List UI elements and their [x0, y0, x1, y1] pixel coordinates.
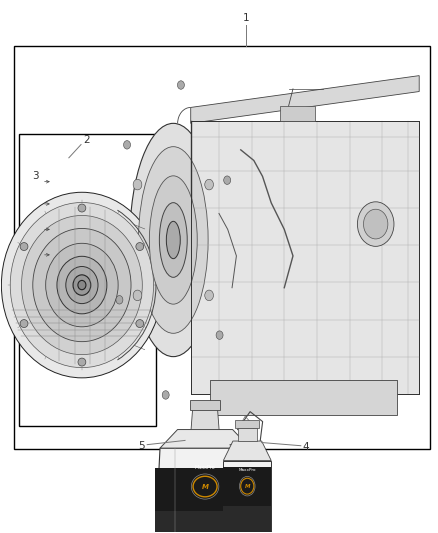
Bar	[155, 511, 255, 533]
Ellipse shape	[46, 243, 118, 327]
Bar	[155, 468, 255, 511]
Circle shape	[205, 290, 213, 301]
Circle shape	[364, 209, 388, 239]
Ellipse shape	[166, 221, 180, 259]
Ellipse shape	[130, 123, 217, 357]
Circle shape	[177, 81, 184, 89]
Text: 3: 3	[32, 172, 39, 181]
Ellipse shape	[191, 474, 219, 499]
Bar	[14, 46, 430, 449]
Text: M: M	[201, 483, 208, 489]
Ellipse shape	[241, 478, 254, 494]
Circle shape	[133, 290, 142, 301]
Ellipse shape	[136, 320, 144, 328]
Ellipse shape	[21, 215, 142, 354]
Ellipse shape	[73, 275, 91, 295]
Text: MaxxPro: MaxxPro	[195, 465, 215, 471]
Ellipse shape	[159, 203, 187, 277]
Ellipse shape	[138, 147, 208, 333]
Bar	[223, 467, 271, 506]
Text: MaxxPro: MaxxPro	[239, 468, 256, 472]
Text: M: M	[244, 483, 250, 489]
Polygon shape	[191, 76, 419, 123]
Bar	[19, 134, 156, 425]
Text: 1: 1	[243, 13, 250, 23]
Circle shape	[172, 278, 187, 297]
Bar	[167, 266, 193, 309]
Ellipse shape	[66, 266, 98, 304]
Polygon shape	[155, 448, 255, 533]
Polygon shape	[191, 410, 219, 430]
Circle shape	[133, 179, 142, 190]
Bar	[223, 461, 271, 533]
Text: 2: 2	[83, 135, 89, 146]
Circle shape	[216, 331, 223, 340]
Ellipse shape	[33, 229, 131, 342]
Ellipse shape	[20, 243, 28, 251]
Ellipse shape	[240, 477, 255, 496]
Ellipse shape	[78, 358, 86, 366]
Circle shape	[162, 391, 169, 399]
Polygon shape	[160, 430, 250, 448]
Ellipse shape	[193, 477, 217, 497]
Circle shape	[224, 176, 231, 184]
Ellipse shape	[136, 243, 144, 251]
Text: 4: 4	[303, 442, 309, 452]
Bar	[223, 506, 271, 533]
Bar	[280, 106, 315, 120]
Ellipse shape	[20, 320, 28, 328]
Bar	[235, 421, 259, 427]
Text: 5: 5	[138, 441, 145, 451]
Circle shape	[124, 141, 131, 149]
Polygon shape	[223, 441, 271, 461]
Ellipse shape	[78, 280, 86, 290]
Bar	[238, 427, 257, 441]
Ellipse shape	[78, 204, 86, 212]
Ellipse shape	[10, 203, 154, 368]
Circle shape	[116, 296, 123, 304]
Ellipse shape	[149, 176, 197, 304]
Circle shape	[205, 179, 213, 190]
Circle shape	[357, 202, 394, 246]
Ellipse shape	[57, 256, 107, 314]
Bar	[191, 120, 419, 394]
Bar	[210, 381, 397, 415]
Bar	[190, 400, 220, 410]
Ellipse shape	[1, 192, 162, 378]
